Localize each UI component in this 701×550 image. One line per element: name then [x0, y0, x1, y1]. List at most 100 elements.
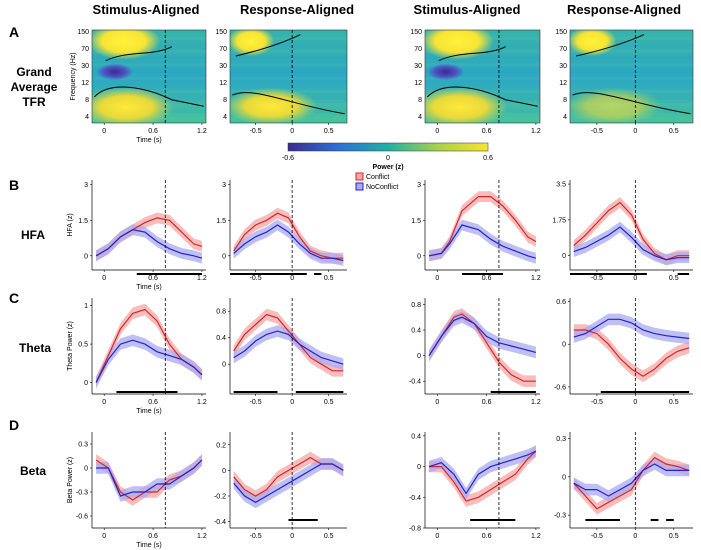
x-tick-label: 0.6: [482, 399, 492, 406]
tfr-texture: [230, 56, 347, 60]
noconflict-line: [428, 450, 537, 495]
tfr-y-tick-label: 150: [410, 29, 422, 36]
tfr-image: [425, 30, 540, 123]
y-tick-label: 3.5: [556, 182, 566, 189]
tfr-panel-2: 150 70 30 12 8 4 -0.5 0 0.5: [215, 29, 348, 135]
tfr-high-power-region: [230, 30, 275, 57]
tfr-texture: [570, 36, 693, 40]
hfa-panel-1: 3 1.5 0 0 0.6 1.2 HFA (z) Time (s): [67, 180, 207, 291]
noconflict-error-band: [233, 219, 344, 266]
conflict-error-band: [429, 308, 536, 387]
tfr-y-tick-label: 8: [85, 97, 89, 104]
column-title-4: Response-Aligned: [567, 2, 681, 17]
tfr-significance-contour: [572, 92, 691, 115]
tfr-significance-contour: [105, 46, 173, 62]
tfr-texture: [230, 43, 347, 47]
x-tick-label: 0: [102, 399, 106, 406]
y-tick-label: -0.4: [409, 379, 421, 386]
y-tick-label: -0.8: [409, 526, 421, 533]
y-tick-label: 0: [84, 380, 88, 387]
conflict-line: [573, 456, 690, 510]
row-label-tfr-1: Grand: [16, 65, 51, 79]
noconflict-line: [428, 316, 537, 356]
noconflict-line: [573, 463, 690, 497]
column-title-3: Stimulus-Aligned: [414, 2, 521, 17]
tfr-y-tick-label: 4: [223, 114, 227, 121]
tfr-y-tick-label: 12: [559, 80, 567, 87]
tfr-y-tick-label: 30: [559, 63, 567, 70]
tfr-y-tick-label: 70: [559, 46, 567, 53]
tfr-texture: [230, 69, 347, 74]
tfr-texture: [230, 83, 347, 87]
tfr-panel-1: 150 70 30 12 8 4 0 0.6 1.2 Frequency (Hz) Time (s): [70, 29, 207, 144]
colorbar-tick-label: 0: [386, 155, 390, 162]
y-tick-label: 0.3: [78, 442, 88, 449]
tfr-frame: [91, 29, 207, 124]
x-tick-label: 0: [633, 533, 637, 540]
x-tick-label: -0.5: [250, 275, 262, 282]
x-tick-label: 1.2: [531, 275, 541, 282]
legend-label-noconflict: NoConflict: [366, 184, 398, 191]
noconflict-line: [573, 226, 690, 261]
tfr-texture: [570, 76, 693, 80]
y-tick-label: 0: [222, 362, 226, 369]
tfr-texture: [570, 83, 693, 87]
tfr-y-tick-label: 70: [219, 46, 227, 53]
tfr-x-tick-label: 0: [633, 128, 637, 135]
tfr-high-power-region: [425, 30, 494, 60]
tfr-x-axis-label: Time (s): [136, 137, 161, 144]
x-tick-label: 0.6: [148, 399, 158, 406]
tfr-y-tick-label: 150: [215, 29, 227, 36]
x-tick-label: 0: [290, 399, 294, 406]
tfr-significance-contour: [438, 46, 506, 62]
y-axis-label: Beta Power (z): [67, 457, 74, 503]
tfr-x-tick-label: 0: [102, 128, 106, 135]
tfr-texture: [230, 76, 347, 80]
theta-panel-2: 0.8 0.4 0 -0.5 0 0.5: [216, 298, 347, 406]
beta-panel-2: 0.2 0 -0.2 -0.4 -0.5 0 0.5: [214, 432, 347, 540]
noconflict-error-band: [429, 219, 536, 264]
tfr-x-tick-label: 0: [290, 128, 294, 135]
row-label-beta: Beta: [20, 464, 46, 478]
tfr-y-axis-label: Frequency (Hz): [70, 52, 77, 100]
x-tick-label: -0.5: [250, 399, 262, 406]
y-tick-label: -0.3: [554, 513, 566, 520]
x-tick-label: 0: [435, 275, 439, 282]
tfr-y-tick-label: 4: [418, 114, 422, 121]
y-tick-label: -0.4: [214, 519, 226, 526]
tfr-low-freq-power-region: [570, 87, 663, 123]
x-tick-label: -0.5: [591, 399, 603, 406]
tfr-significance-contour: [426, 86, 538, 107]
tfr-y-tick-label: 30: [81, 63, 89, 70]
x-tick-label: 0.5: [669, 275, 679, 282]
tfr-suppression-region: [96, 63, 134, 81]
conflict-error-band: [96, 212, 202, 262]
tfr-texture: [92, 76, 206, 80]
x-axis-label: Time (s): [136, 408, 161, 415]
x-axis-label: Time (s): [136, 284, 161, 291]
y-tick-label: -0.2: [214, 494, 226, 501]
tfr-x-tick-label: 0.6: [148, 128, 158, 135]
tfr-y-tick-label: 70: [414, 46, 422, 53]
noconflict-line: [95, 339, 203, 383]
panel-letter-a: A: [9, 24, 19, 40]
colorbar: -0.6 0 0.6 Power (z): [282, 142, 493, 171]
noconflict-line: [573, 318, 690, 340]
tfr-texture: [570, 43, 693, 47]
y-tick-label: 3: [222, 182, 226, 189]
hfa-panel-2: 3 1.5 0 -0.5 0 0.5: [216, 180, 347, 282]
y-tick-label: 1.5: [78, 218, 88, 225]
x-tick-label: 0.5: [324, 399, 334, 406]
noconflict-error-band: [573, 313, 690, 345]
colorbar-label: Power (z): [372, 164, 403, 171]
conflict-line: [573, 329, 690, 377]
tfr-texture: [230, 49, 347, 54]
tfr-y-tick-label: 12: [219, 80, 227, 87]
tfr-y-tick-label: 30: [219, 63, 227, 70]
panel-letter-c: C: [9, 290, 19, 306]
y-tick-label: 0.8: [411, 302, 421, 309]
hfa-panel-4: 3.5 1.75 0 -0.5 0 0.5: [552, 180, 693, 282]
tfr-x-tick-label: -0.5: [591, 128, 603, 135]
y-tick-label: 0: [562, 253, 566, 260]
tfr-y-tick-label: 8: [223, 97, 227, 104]
